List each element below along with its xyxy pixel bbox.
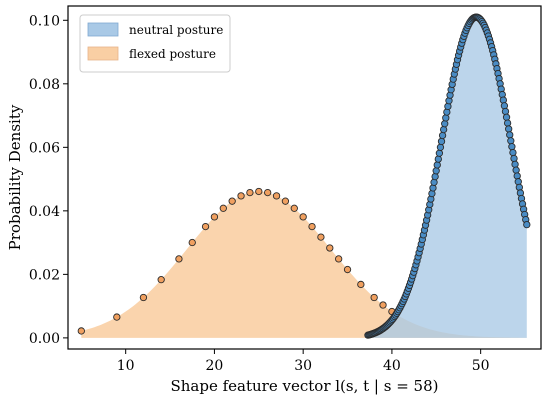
neutral-posture-point-131: [503, 119, 512, 127]
neutral-posture-point-132: [505, 125, 513, 133]
flexed-posture-point-17: [299, 213, 307, 221]
legend-label-neutral: neutral posture: [129, 23, 223, 37]
neutral-posture-point-67: [435, 149, 444, 157]
flexed-posture-area: [81, 191, 527, 338]
flexed-posture-point-15: [281, 197, 290, 205]
x-tick-label-1: 20: [206, 358, 224, 374]
neutral-posture-point-63: [431, 172, 439, 181]
neutral-posture-point-133: [506, 131, 514, 139]
legend: neutral posture flexed posture: [79, 14, 231, 73]
neutral-posture-point-72: [441, 120, 449, 128]
flexed-posture-point-1: [113, 313, 121, 321]
y-axis-label: Probability Density: [6, 104, 24, 250]
x-tick-label-4: 50: [472, 358, 490, 374]
x-axis: 10 20 30 40 50: [117, 349, 490, 374]
neutral-posture-point-136: [509, 148, 517, 157]
flexed-posture-point-9: [228, 197, 236, 205]
flexed-posture-point-18: [308, 222, 316, 231]
flexed-posture-point-25: [379, 301, 387, 309]
flexed-posture-point-3: [157, 276, 165, 284]
neutral-posture-point-66: [434, 155, 442, 163]
flexed-posture-point-11: [246, 188, 254, 197]
flexed-posture-point-6: [201, 222, 210, 231]
neutral-posture-point-149: [523, 220, 531, 229]
neutral-posture-point-129: [501, 107, 510, 116]
flexed-posture-point-19: [317, 233, 325, 241]
neutral-posture-point-130: [502, 113, 511, 121]
flexed-posture-point-24: [370, 293, 378, 302]
flexed-posture-point-14: [272, 192, 281, 200]
neutral-posture-point-73: [442, 114, 450, 122]
neutral-posture-point-70: [438, 131, 447, 140]
flexed-posture-point-20: [326, 244, 334, 252]
flexed-posture-point-12: [255, 187, 263, 196]
flexed-posture-point-21: [335, 255, 343, 263]
flexed-posture-point-10: [237, 192, 245, 200]
neutral-posture-point-71: [439, 125, 448, 134]
y-tick-label-4: 0.08: [29, 77, 60, 93]
neutral-posture-point-68: [436, 143, 445, 151]
neutral-posture-area: [365, 17, 527, 338]
neutral-posture-point-138: [511, 160, 519, 169]
neutral-posture-point-137: [510, 154, 518, 163]
y-tick-label-5: 0.10: [29, 13, 60, 29]
neutral-posture-point-64: [432, 167, 440, 175]
y-tick-label-1: 0.02: [29, 267, 60, 283]
legend-swatch-flexed: [87, 46, 119, 61]
flexed-posture-point-7: [210, 213, 219, 221]
y-tick-label-0: 0.00: [29, 331, 60, 347]
neutral-posture-point-135: [508, 143, 516, 151]
y-tick-label-2: 0.04: [29, 204, 60, 220]
flexed-posture-point-13: [264, 188, 272, 197]
flexed-posture-point-2: [139, 293, 148, 302]
flexed-posture-point-4: [175, 255, 183, 263]
flexed-posture-point-16: [290, 204, 298, 212]
flexed-posture-point-0: [77, 327, 85, 335]
flexed-posture-point-8: [219, 204, 227, 212]
x-tick-label-3: 40: [383, 358, 401, 374]
y-axis: 0.00 0.02 0.04 0.06 0.08 0.10: [29, 13, 68, 347]
legend-label-flexed: flexed posture: [129, 47, 216, 61]
plot-area: [77, 13, 531, 339]
flexed-posture-point-23: [357, 280, 365, 289]
plot-frame: [67, 5, 542, 350]
x-tick-label-0: 10: [117, 358, 135, 374]
x-tick-label-2: 30: [294, 358, 312, 374]
legend-swatch-neutral: [87, 22, 119, 37]
neutral-posture-point-139: [512, 166, 520, 174]
x-axis-label: Shape feature vector l(s, t | s = 58): [171, 377, 439, 395]
flexed-posture-point-22: [343, 265, 352, 274]
y-tick-label-3: 0.06: [29, 140, 60, 156]
neutral-posture-point-65: [433, 161, 441, 169]
flexed-posture-point-5: [188, 238, 196, 247]
neutral-posture-point-134: [507, 137, 515, 145]
neutral-posture-point-69: [437, 137, 446, 146]
